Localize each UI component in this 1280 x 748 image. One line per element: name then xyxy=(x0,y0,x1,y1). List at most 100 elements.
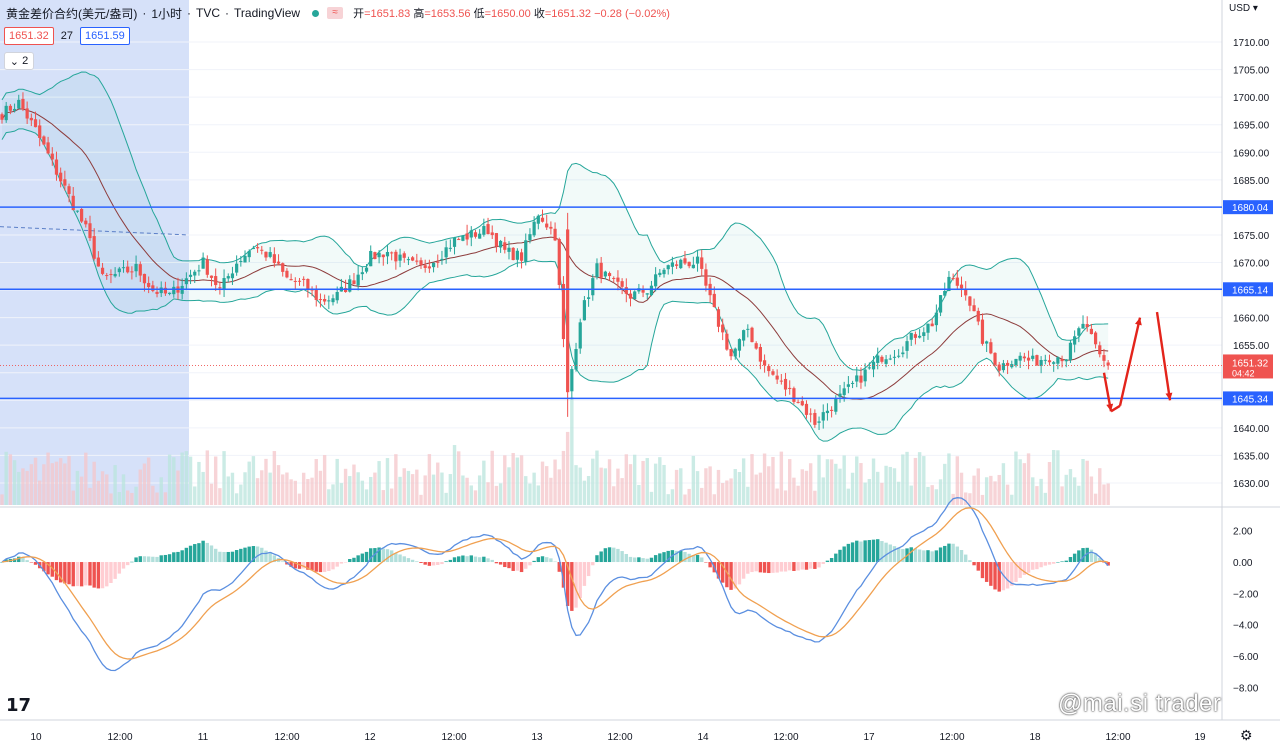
volume-bar xyxy=(322,455,327,505)
volume-bar xyxy=(289,479,293,505)
macd-histogram-bar xyxy=(406,558,411,563)
volume-bar xyxy=(67,456,71,505)
volume-bar xyxy=(218,488,222,505)
macd-histogram-bar xyxy=(662,552,666,563)
candle-body xyxy=(607,273,612,277)
macd-histogram-bar xyxy=(29,562,34,563)
macd-histogram-bar xyxy=(503,562,507,568)
candle-body xyxy=(155,291,159,294)
macd-histogram-bar xyxy=(58,562,63,583)
macd-histogram-bar xyxy=(901,548,905,563)
macd-histogram-bar xyxy=(431,562,436,566)
volume-bar xyxy=(1085,460,1089,505)
volume-bar xyxy=(285,472,289,505)
arrowhead xyxy=(1165,392,1173,401)
gear-icon[interactable]: ⚙ xyxy=(1240,727,1253,743)
candle-body xyxy=(1039,359,1043,366)
macd-histogram-bar xyxy=(938,547,943,563)
volume-bar xyxy=(779,451,784,505)
candle-body xyxy=(243,255,247,263)
volume-bar xyxy=(545,466,549,505)
candle-body xyxy=(1089,328,1093,335)
volume-bar xyxy=(599,467,603,505)
volume-bar xyxy=(532,472,536,505)
currency-selector[interactable]: USD ▾ xyxy=(1229,3,1258,14)
volume-bar xyxy=(695,471,700,505)
volume-bar xyxy=(377,461,381,505)
volume-bar xyxy=(197,461,201,505)
candle-body xyxy=(310,289,314,291)
price-tick-label: 1710.00 xyxy=(1233,38,1270,49)
macd-histogram-bar xyxy=(88,562,92,586)
spread-value: 27 xyxy=(60,30,74,42)
projection-arrow[interactable] xyxy=(1110,404,1121,413)
volume-bar xyxy=(486,482,490,505)
macd-tick-label: −6.00 xyxy=(1233,652,1259,663)
volume-bar xyxy=(473,490,478,505)
volume-bar xyxy=(4,451,8,505)
macd-histogram-bar xyxy=(79,562,84,587)
candle-body xyxy=(817,421,821,423)
macd-histogram-bar xyxy=(586,562,591,577)
candle-body xyxy=(553,228,557,241)
candle-body xyxy=(1085,324,1089,328)
volume-bar xyxy=(343,468,348,505)
sell-price[interactable]: 1651.32 xyxy=(4,27,54,45)
volume-bar xyxy=(930,485,934,505)
volume-bar xyxy=(234,493,239,505)
candle-body xyxy=(905,341,909,351)
volume-bar xyxy=(301,472,306,505)
candle-body xyxy=(12,108,17,111)
candle-body xyxy=(603,271,607,277)
volume-bar xyxy=(331,484,335,505)
candle-body xyxy=(1026,357,1031,361)
candle-body xyxy=(419,260,423,265)
candle-body xyxy=(394,251,398,262)
candle-body xyxy=(1098,345,1102,355)
time-tick-label: 12:00 xyxy=(607,732,632,743)
candle-body xyxy=(721,324,725,333)
compare-icon[interactable]: ≈ xyxy=(327,7,344,19)
volume-bar xyxy=(155,492,159,505)
volume-bar xyxy=(737,472,742,505)
macd-histogram-bar xyxy=(813,562,817,569)
macd-histogram-bar xyxy=(251,546,256,563)
macd-histogram-bar xyxy=(653,555,658,563)
volume-bar xyxy=(109,493,113,505)
candle-body xyxy=(184,278,188,285)
candle-body xyxy=(658,272,662,276)
macd-histogram-bar xyxy=(473,556,478,563)
candle-body xyxy=(117,268,121,273)
symbol-title[interactable]: 黄金差价合约(美元/盎司) xyxy=(6,6,138,21)
macd-histogram-bar xyxy=(142,556,147,563)
macd-histogram-bar xyxy=(850,542,855,563)
candle-body xyxy=(323,298,327,302)
macd-histogram-bar xyxy=(658,553,662,563)
volume-bar xyxy=(1047,461,1052,505)
volume-bar xyxy=(968,493,972,505)
projection-arrow[interactable] xyxy=(1118,317,1142,407)
candle-body xyxy=(972,305,976,312)
candle-body xyxy=(830,409,834,411)
macd-histogram-bar xyxy=(301,562,306,569)
candle-body xyxy=(121,267,126,269)
buy-price[interactable]: 1651.59 xyxy=(80,27,130,45)
macd-histogram-bar xyxy=(398,554,402,563)
interval-label[interactable]: 1小时 xyxy=(151,6,183,21)
volume-bar xyxy=(813,490,817,505)
macd-histogram-bar xyxy=(1047,562,1052,565)
indicators-toggle-button[interactable]: ⌄ 2 xyxy=(4,52,34,70)
candle-body xyxy=(561,283,566,340)
volume-bar xyxy=(226,476,230,505)
macd-histogram-bar xyxy=(561,562,566,588)
macd-histogram-bar xyxy=(725,562,729,588)
volume-bar xyxy=(1010,494,1014,505)
projection-arrow[interactable] xyxy=(1155,311,1172,401)
candle-body xyxy=(821,412,825,421)
volume-bar xyxy=(1056,450,1060,505)
macd-histogram-bar xyxy=(289,562,293,567)
macd-histogram-bar xyxy=(167,554,172,563)
candle-body xyxy=(842,388,846,396)
macd-histogram-bar xyxy=(733,562,737,589)
